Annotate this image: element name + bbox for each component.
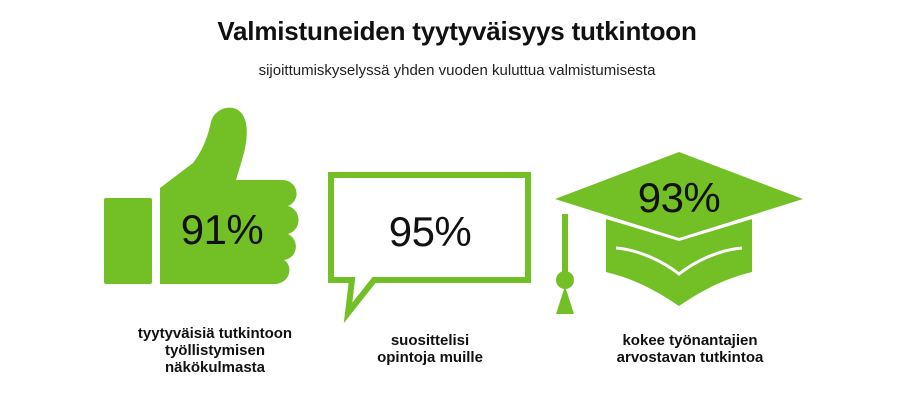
- caption-employer: kokee työnantajien arvostavan tutkintoa: [590, 332, 790, 366]
- stat-value-satisfied: 91%: [180, 206, 264, 253]
- thumbs-up-icon: [104, 107, 299, 284]
- infographic-title: Valmistuneiden tyytyväisyys tutkintoon: [217, 16, 697, 46]
- speech-bubble-icon: [328, 172, 531, 324]
- caption-line: tyytyväisiä tutkintoon: [137, 325, 293, 342]
- caption-line: opintoja muille: [377, 349, 483, 366]
- caption-line: työllistymisen: [164, 342, 266, 359]
- graduation-cap-icon: [555, 152, 803, 314]
- stat-value-employer: 93%: [637, 174, 721, 221]
- infographic-subtitle: sijoittumiskyselyssä yhden vuoden kulutt…: [258, 62, 656, 79]
- caption-line: arvostavan tutkintoa: [616, 349, 764, 366]
- caption-line: suosittelisi: [390, 332, 470, 349]
- caption-line: kokee työnantajien: [622, 332, 758, 349]
- stat-value-recommend: 95%: [388, 208, 472, 255]
- caption-line: näkökulmasta: [164, 359, 266, 376]
- caption-satisfied: tyytyväisiä tutkintoon työllistymisen nä…: [120, 325, 310, 376]
- caption-recommend: suosittelisi opintoja muille: [350, 332, 510, 366]
